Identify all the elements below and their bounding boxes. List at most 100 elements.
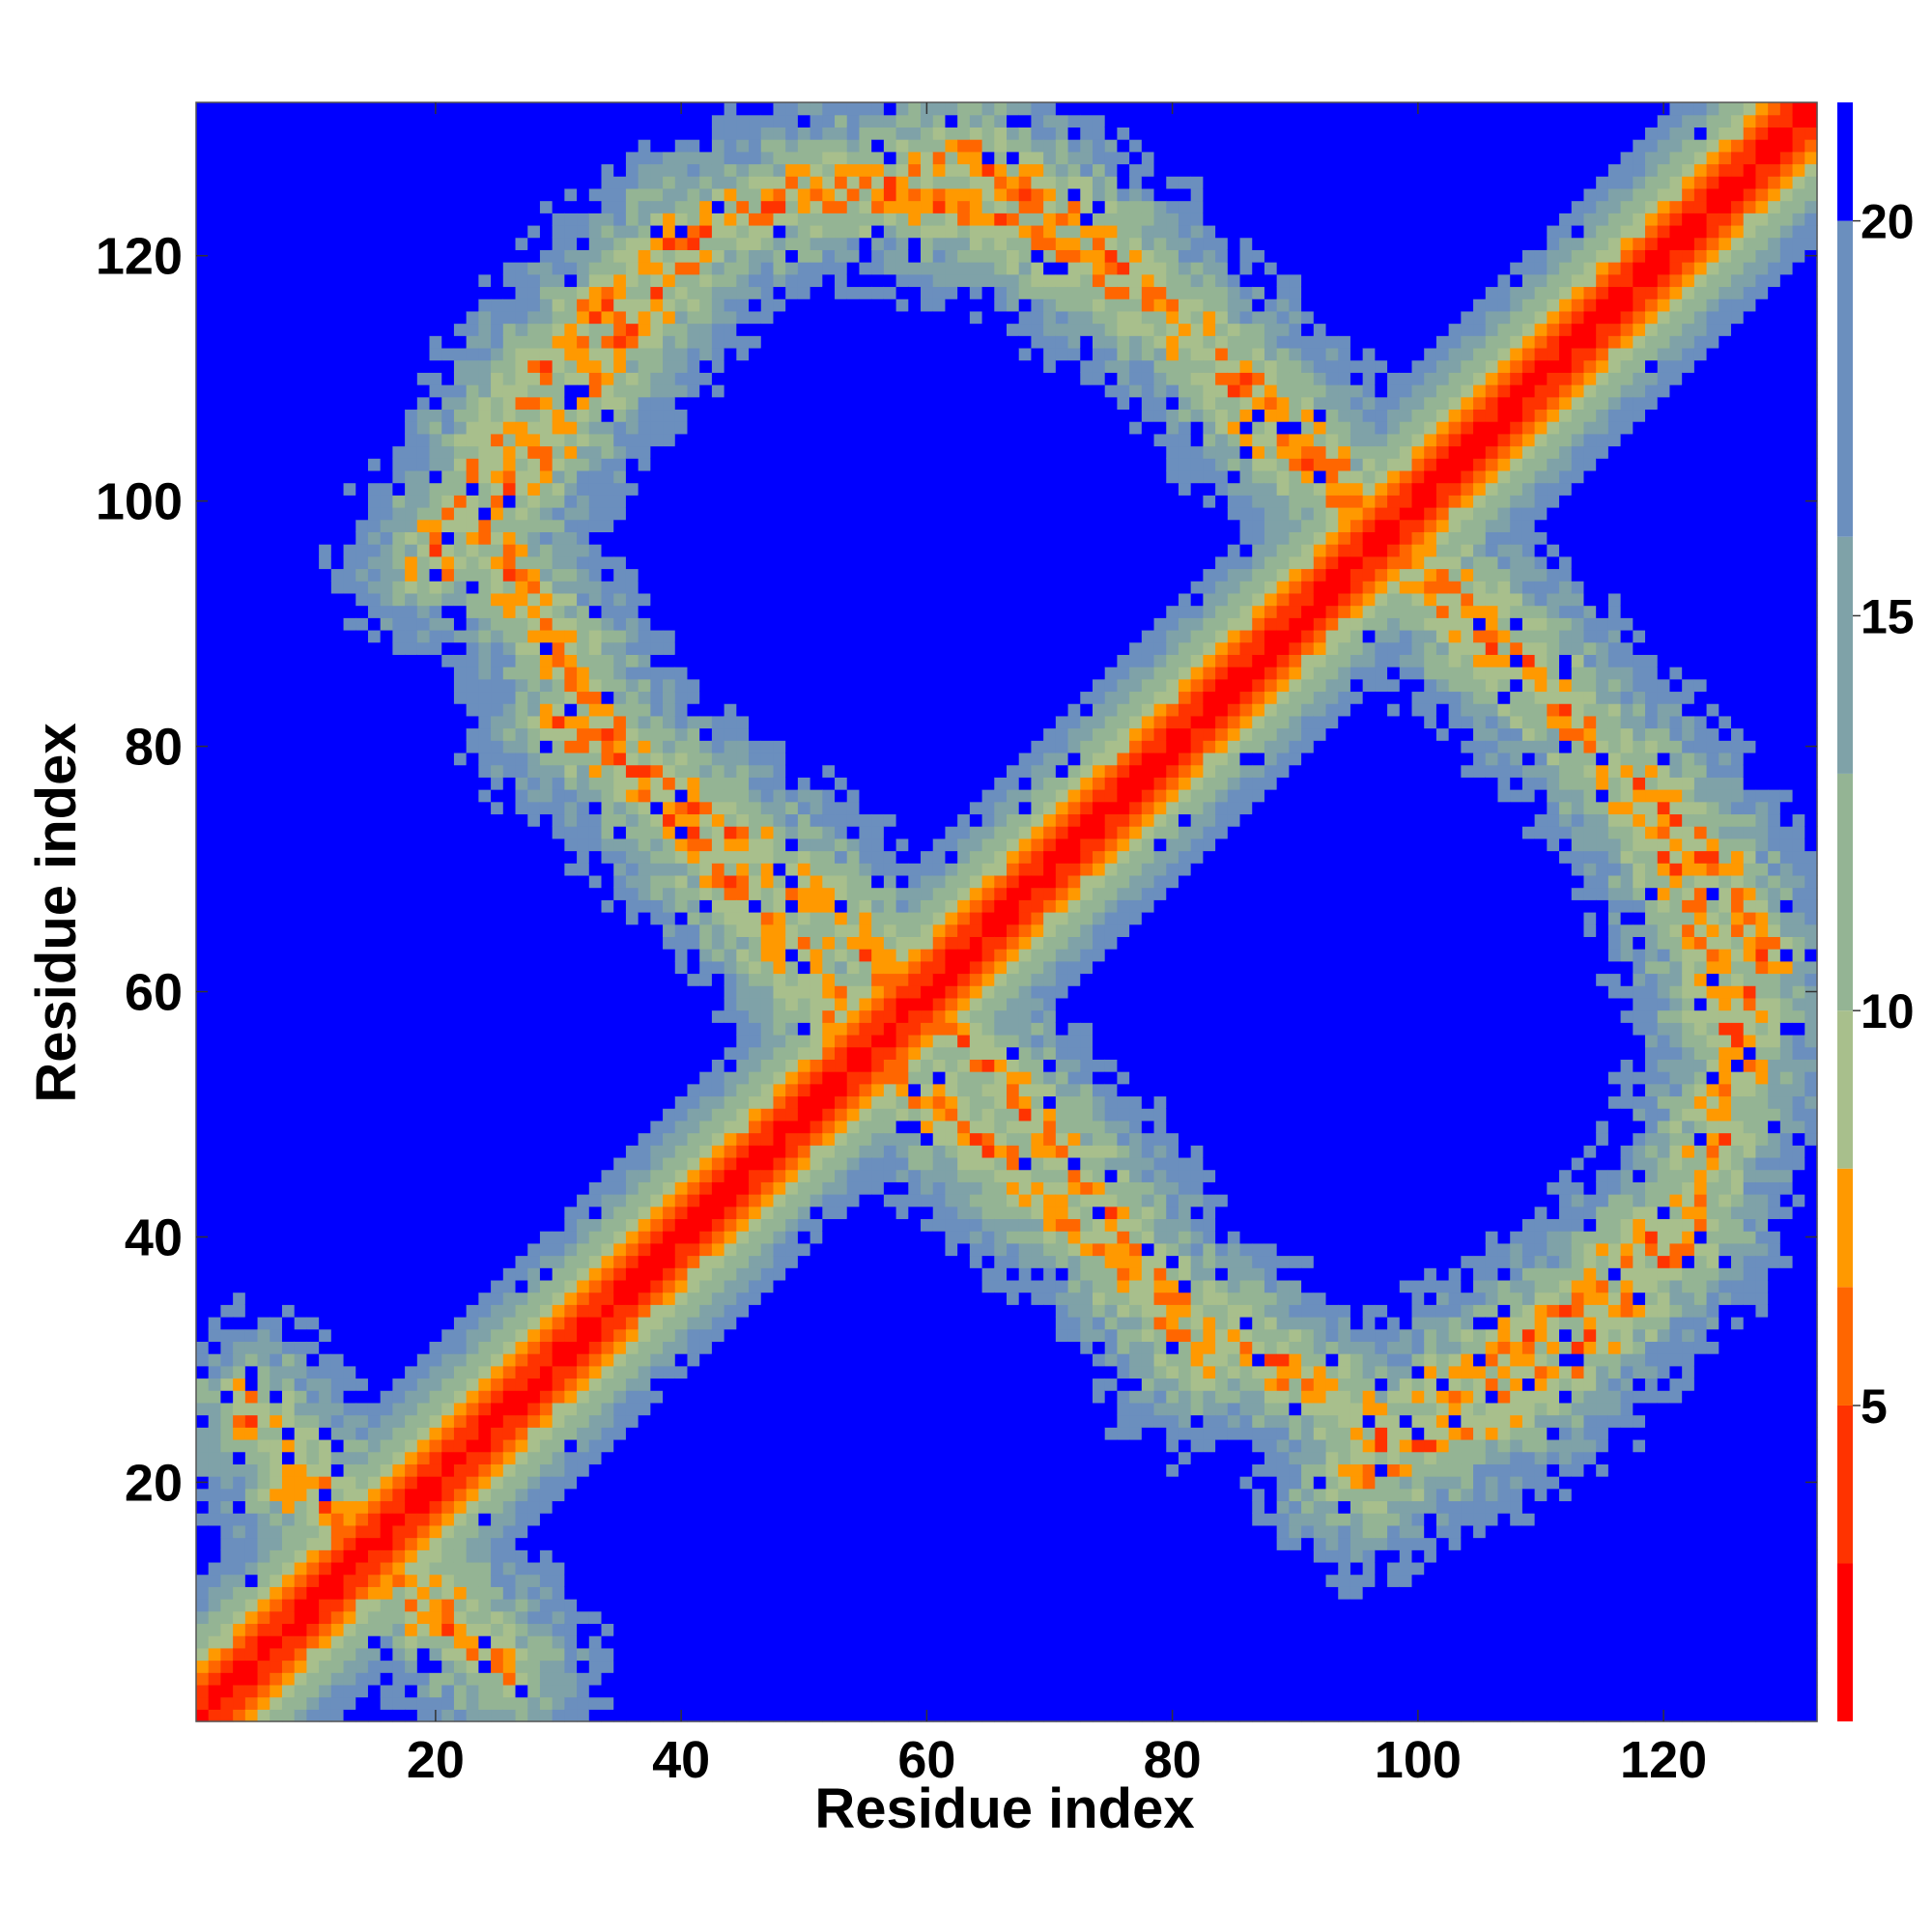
heatmap-cell xyxy=(552,801,565,815)
heatmap-cell xyxy=(380,1513,393,1526)
heatmap-cell xyxy=(405,715,418,729)
heatmap-cell xyxy=(564,703,578,717)
heatmap-cell xyxy=(367,1059,382,1072)
heatmap-cell xyxy=(638,445,651,459)
heatmap-cell xyxy=(220,421,234,435)
heatmap-cell xyxy=(564,1574,578,1587)
heatmap-cell xyxy=(564,581,578,594)
heatmap-cell xyxy=(552,151,565,165)
heatmap-cell xyxy=(220,617,234,631)
heatmap-cell xyxy=(233,1427,246,1440)
heatmap-cell xyxy=(552,1414,565,1428)
heatmap-cell xyxy=(319,863,332,876)
heatmap-cell xyxy=(527,1108,541,1122)
heatmap-cell xyxy=(588,544,603,557)
heatmap-cell xyxy=(527,347,541,361)
heatmap-cell xyxy=(564,887,578,900)
heatmap-cell xyxy=(613,1378,627,1391)
heatmap-cell xyxy=(270,912,283,925)
heatmap-cell xyxy=(502,1279,517,1293)
heatmap-cell xyxy=(355,286,369,299)
heatmap-cell xyxy=(367,249,382,263)
heatmap-cell xyxy=(613,641,627,655)
heatmap-cell xyxy=(478,1684,492,1698)
heatmap-cell xyxy=(527,1046,541,1060)
heatmap-cell xyxy=(502,323,517,336)
heatmap-cell xyxy=(380,617,393,631)
heatmap-cell xyxy=(330,1059,345,1072)
heatmap-cell xyxy=(220,923,234,937)
heatmap-cell xyxy=(650,372,664,385)
heatmap-cell xyxy=(539,1328,554,1342)
heatmap-cell xyxy=(244,629,259,643)
heatmap-cell xyxy=(270,531,283,545)
heatmap-cell xyxy=(257,1684,270,1698)
heatmap-cell xyxy=(552,1242,565,1257)
heatmap-cell xyxy=(539,801,554,815)
heatmap-cell xyxy=(577,495,590,508)
heatmap-cell xyxy=(577,1537,590,1550)
heatmap-cell xyxy=(638,286,651,299)
heatmap-cell xyxy=(405,163,418,177)
heatmap-cell xyxy=(441,1181,455,1195)
heatmap-cell xyxy=(220,1549,234,1563)
heatmap-cell xyxy=(220,777,234,790)
heatmap-cell xyxy=(638,1132,651,1146)
heatmap-cell xyxy=(466,1292,479,1305)
heatmap-cell xyxy=(552,887,565,900)
heatmap-cell xyxy=(478,445,492,459)
heatmap-cell xyxy=(588,187,603,202)
heatmap-cell xyxy=(441,1046,455,1060)
heatmap-cell xyxy=(552,1181,565,1195)
heatmap-cell xyxy=(416,519,431,532)
heatmap-cell xyxy=(380,1317,393,1330)
heatmap-cell xyxy=(491,310,504,325)
heatmap-cell xyxy=(355,691,369,704)
heatmap-cell xyxy=(466,347,479,361)
heatmap-cell xyxy=(441,127,455,140)
heatmap-cell xyxy=(625,1414,639,1428)
heatmap-cell xyxy=(502,224,517,239)
heatmap-cell xyxy=(355,127,369,140)
heatmap-cell xyxy=(577,703,590,717)
heatmap-cell xyxy=(638,507,651,521)
heatmap-cell xyxy=(502,1059,517,1072)
heatmap-cell xyxy=(552,1524,565,1539)
heatmap-cell xyxy=(244,1132,259,1146)
heatmap-cell xyxy=(588,1476,603,1490)
heatmap-cell xyxy=(625,213,639,226)
heatmap-cell xyxy=(577,568,590,582)
heatmap-cell xyxy=(220,298,234,312)
heatmap-cell xyxy=(257,581,270,594)
heatmap-cell xyxy=(577,1059,590,1072)
heatmap-cell xyxy=(330,359,345,373)
heatmap-cell xyxy=(650,1672,664,1686)
heatmap-cell xyxy=(638,1463,651,1477)
heatmap-cell xyxy=(416,237,431,250)
heatmap-cell xyxy=(613,213,627,226)
heatmap-cell xyxy=(294,678,308,693)
heatmap-cell xyxy=(196,224,210,239)
heatmap-cell xyxy=(441,764,455,778)
heatmap-cell xyxy=(491,1599,504,1612)
heatmap-cell xyxy=(638,691,651,704)
heatmap-cell xyxy=(429,715,442,729)
heatmap-cell xyxy=(380,1267,393,1281)
heatmap-cell xyxy=(466,1684,479,1698)
heatmap-cell xyxy=(233,213,246,226)
heatmap-cell xyxy=(564,1709,578,1722)
heatmap-cell xyxy=(220,1537,234,1550)
heatmap-cell xyxy=(539,310,554,325)
heatmap-cell xyxy=(478,335,492,349)
heatmap-cell xyxy=(281,654,296,668)
heatmap-cell xyxy=(564,139,578,153)
heatmap-cell xyxy=(638,384,651,398)
heatmap-cell xyxy=(650,1353,664,1367)
heatmap-cell xyxy=(588,323,603,336)
heatmap-cell xyxy=(367,224,382,239)
heatmap-cell xyxy=(257,641,270,655)
heatmap-cell xyxy=(466,359,479,373)
heatmap-cell xyxy=(478,801,492,815)
heatmap-cell xyxy=(625,740,639,753)
heatmap-cell xyxy=(416,678,431,693)
